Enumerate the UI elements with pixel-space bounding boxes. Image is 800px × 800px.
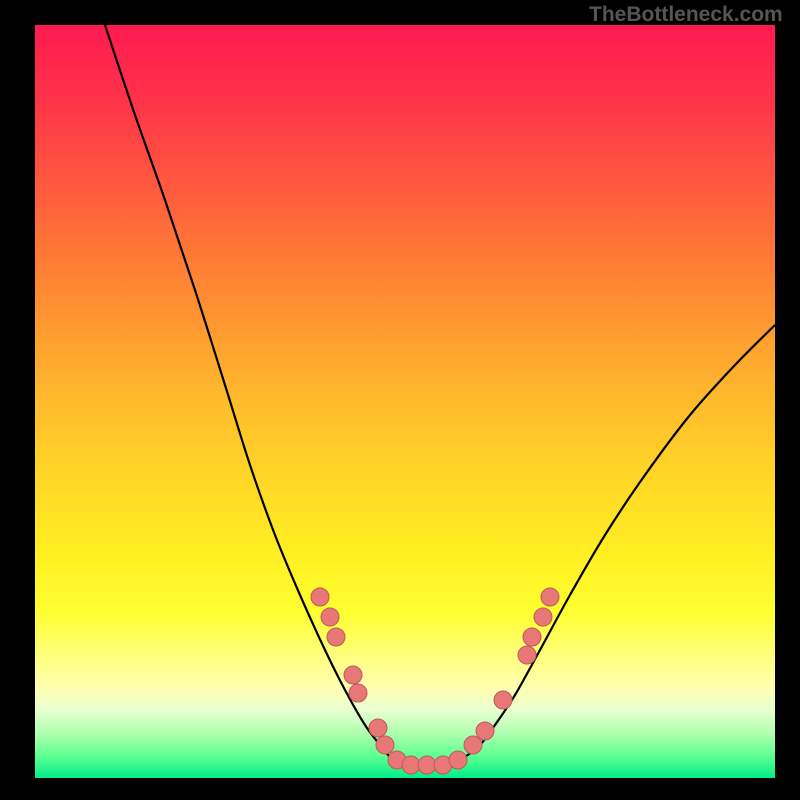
data-point <box>523 628 541 646</box>
data-point <box>418 756 436 774</box>
chart-svg <box>35 25 775 778</box>
data-point <box>449 751 467 769</box>
chart-container: TheBottleneck.com <box>0 0 800 800</box>
data-point <box>344 666 362 684</box>
data-point <box>369 719 387 737</box>
data-point <box>541 588 559 606</box>
data-point <box>349 684 367 702</box>
data-point <box>311 588 329 606</box>
data-point <box>376 736 394 754</box>
data-point <box>534 608 552 626</box>
data-point <box>402 756 420 774</box>
data-point <box>464 736 482 754</box>
gradient-background <box>35 25 775 778</box>
plot-area <box>35 25 775 778</box>
watermark-text: TheBottleneck.com <box>589 3 783 27</box>
data-point <box>476 722 494 740</box>
data-point <box>327 628 345 646</box>
data-point <box>518 646 536 664</box>
data-point <box>321 608 339 626</box>
data-point <box>494 691 512 709</box>
